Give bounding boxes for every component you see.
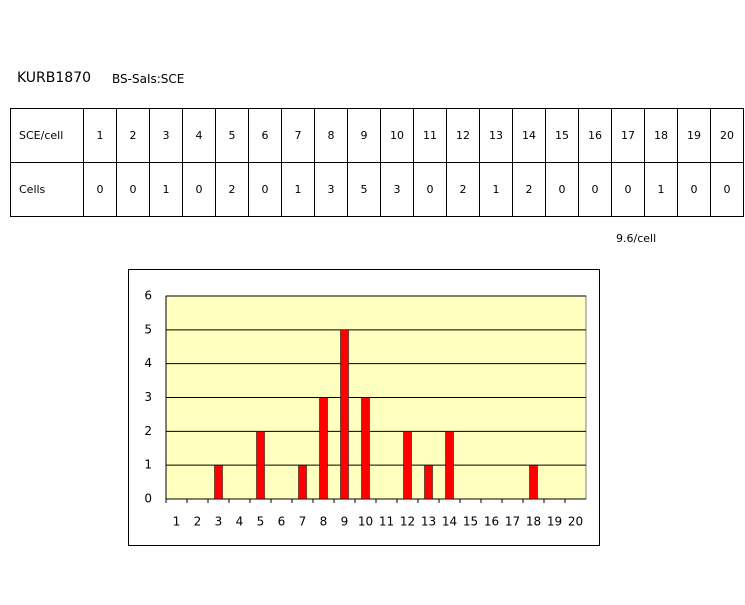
- y-tick-label: 0: [144, 492, 152, 506]
- table-cell: 0: [710, 162, 744, 217]
- x-tick-label: 20: [568, 515, 583, 529]
- x-tick-label: 8: [320, 515, 328, 529]
- table-cell: 3: [314, 162, 348, 217]
- table-cell: 16: [578, 108, 612, 163]
- title: KURB1870: [17, 70, 92, 86]
- x-tick-label: 15: [463, 515, 478, 529]
- table-cell: 0: [545, 162, 579, 217]
- x-tick-label: 18: [526, 515, 541, 529]
- table-cell: 19: [677, 108, 711, 163]
- y-tick-label: 5: [144, 322, 152, 336]
- bar: [319, 397, 328, 500]
- data-table: SCE/cell 1 2 3 4 5 6 7 8 9 10 11 12 13 14 15 16 17 18 19 20 C…: [10, 108, 744, 217]
- x-tick-label: 10: [358, 515, 373, 529]
- table-cell: 0: [611, 162, 645, 217]
- table-cell: 8: [314, 108, 348, 163]
- x-tick-label: 13: [421, 515, 436, 529]
- bar: [256, 431, 265, 500]
- x-tick-label: 3: [215, 515, 223, 529]
- bar: [529, 464, 538, 500]
- table-cell: 0: [578, 162, 612, 217]
- y-tick-label: 2: [144, 424, 152, 438]
- x-tick-label: 4: [236, 515, 244, 529]
- bar: [298, 464, 307, 500]
- bar: [424, 464, 433, 500]
- y-tick-label: 1: [144, 458, 152, 472]
- table-cell: 3: [149, 108, 183, 163]
- x-tick-label: 6: [278, 515, 286, 529]
- table-cell: 1: [281, 162, 315, 217]
- table-cell: 0: [116, 162, 150, 217]
- bar: [361, 397, 370, 500]
- x-tick-label: 12: [400, 515, 415, 529]
- table-cell: 0: [83, 162, 117, 217]
- table-cell: 11: [413, 108, 447, 163]
- x-tick-label: 16: [484, 515, 499, 529]
- bar: [340, 329, 349, 500]
- table-cell: 17: [611, 108, 645, 163]
- x-tick-label: 1: [173, 515, 181, 529]
- table-row: Cells 0 0 1 0 2 0 1 3 5 3 0 2 1 2 0 0 0 1 0 0: [10, 162, 744, 217]
- table-cell: 5: [347, 162, 381, 217]
- x-tick-label: 14: [442, 515, 457, 529]
- bar: [403, 431, 412, 500]
- x-tick-label: 2: [194, 515, 202, 529]
- subtitle: BS-SaIs:SCE: [112, 72, 185, 86]
- table-cell: 20: [710, 108, 744, 163]
- y-tick-label: 6: [144, 289, 152, 303]
- table-cell: 3: [380, 162, 414, 217]
- bar: [214, 464, 223, 500]
- x-tick-label: 19: [547, 515, 562, 529]
- x-tick-label: 5: [257, 515, 265, 529]
- x-tick-label: 11: [379, 515, 394, 529]
- table-cell: 14: [512, 108, 546, 163]
- x-tick-label: 7: [299, 515, 307, 529]
- table-cell: 4: [182, 108, 216, 163]
- note: 9.6/cell: [616, 232, 657, 245]
- table-cell: 1: [149, 162, 183, 217]
- table-cell: 18: [644, 108, 678, 163]
- y-tick-label: 3: [144, 390, 152, 404]
- table-cell: 1: [644, 162, 678, 217]
- row-header: Cells: [10, 162, 84, 217]
- bar: [445, 431, 454, 500]
- x-tick-label: 9: [341, 515, 349, 529]
- table-row: SCE/cell 1 2 3 4 5 6 7 8 9 10 11 12 13 14 15 16 17 18 19 20: [10, 108, 744, 163]
- x-tick-label: 17: [505, 515, 520, 529]
- row-header: SCE/cell: [10, 108, 84, 163]
- y-tick-label: 4: [144, 356, 152, 370]
